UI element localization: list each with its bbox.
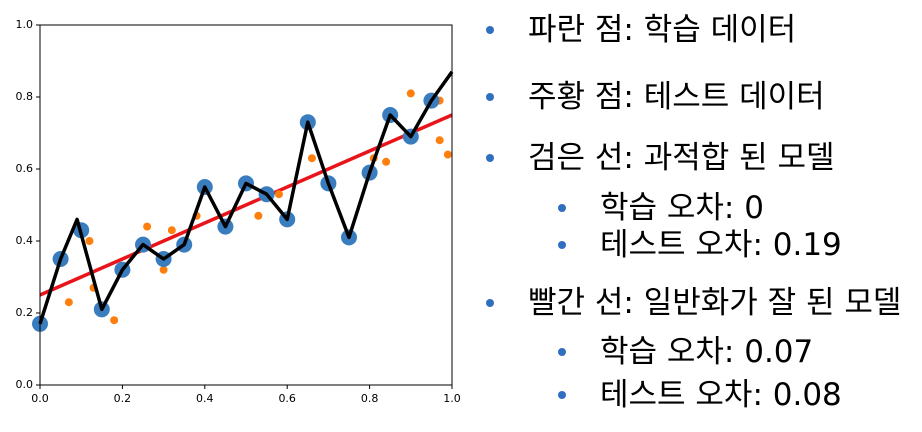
bullet-text: 테스트 오차: 0.08 bbox=[600, 377, 842, 413]
point bbox=[274, 190, 283, 199]
x-tick-label: 0.6 bbox=[278, 392, 296, 405]
bullet-text: 파란 점: 학습 데이터 bbox=[528, 12, 797, 48]
point bbox=[435, 136, 444, 145]
y-tick-label: 0.0 bbox=[16, 378, 34, 391]
x-tick-label: 0.2 bbox=[114, 392, 132, 405]
point bbox=[406, 89, 415, 98]
bullet-text: 테스트 오차: 0.19 bbox=[600, 227, 842, 263]
y-tick-label: 0.4 bbox=[16, 234, 34, 247]
point bbox=[443, 150, 452, 159]
fit-line bbox=[39, 113, 453, 297]
plot-frame bbox=[39, 24, 453, 386]
bullet-text: 검은 선: 과적합 된 모델 bbox=[528, 140, 835, 176]
bullet-dot bbox=[558, 391, 566, 399]
x-tick-label: 0.8 bbox=[361, 392, 379, 405]
point bbox=[167, 226, 176, 235]
bullet-dot bbox=[558, 348, 566, 356]
y-tick-label: 1.0 bbox=[16, 18, 34, 31]
point bbox=[382, 157, 391, 166]
bullet-text: 학습 오차: 0 bbox=[600, 190, 764, 226]
y-tick-label: 0.8 bbox=[16, 90, 34, 103]
x-tick-label: 0.4 bbox=[196, 392, 214, 405]
bullet-dot bbox=[486, 299, 494, 307]
x-tick-label: 1.0 bbox=[443, 392, 461, 405]
fit-line bbox=[38, 70, 454, 325]
point bbox=[143, 222, 152, 231]
point bbox=[307, 154, 316, 163]
bullet-text: 빨간 선: 일반화가 잘 된 모델 bbox=[528, 285, 902, 321]
bullet-dot bbox=[486, 93, 494, 101]
bullet-text: 학습 오차: 0.07 bbox=[600, 334, 814, 370]
point bbox=[110, 316, 119, 325]
chart: 0.0 0.2 0.4 0.6 0.8 1.0 0.0 0.2 0.4 0.6 0.8 1.0 bbox=[16, 18, 461, 405]
bullet-dot bbox=[558, 204, 566, 212]
point bbox=[64, 298, 73, 307]
bullet-text: 주황 점: 테스트 데이터 bbox=[528, 79, 825, 115]
bullet-dot bbox=[486, 154, 494, 162]
bullet-dot bbox=[486, 26, 494, 34]
bullet-dot bbox=[558, 241, 566, 249]
point bbox=[85, 237, 94, 245]
y-tick-label: 0.6 bbox=[16, 162, 34, 175]
x-tick-label: 0.0 bbox=[31, 392, 49, 405]
point bbox=[254, 211, 263, 220]
y-tick-label: 0.2 bbox=[16, 306, 34, 319]
point bbox=[159, 265, 168, 274]
